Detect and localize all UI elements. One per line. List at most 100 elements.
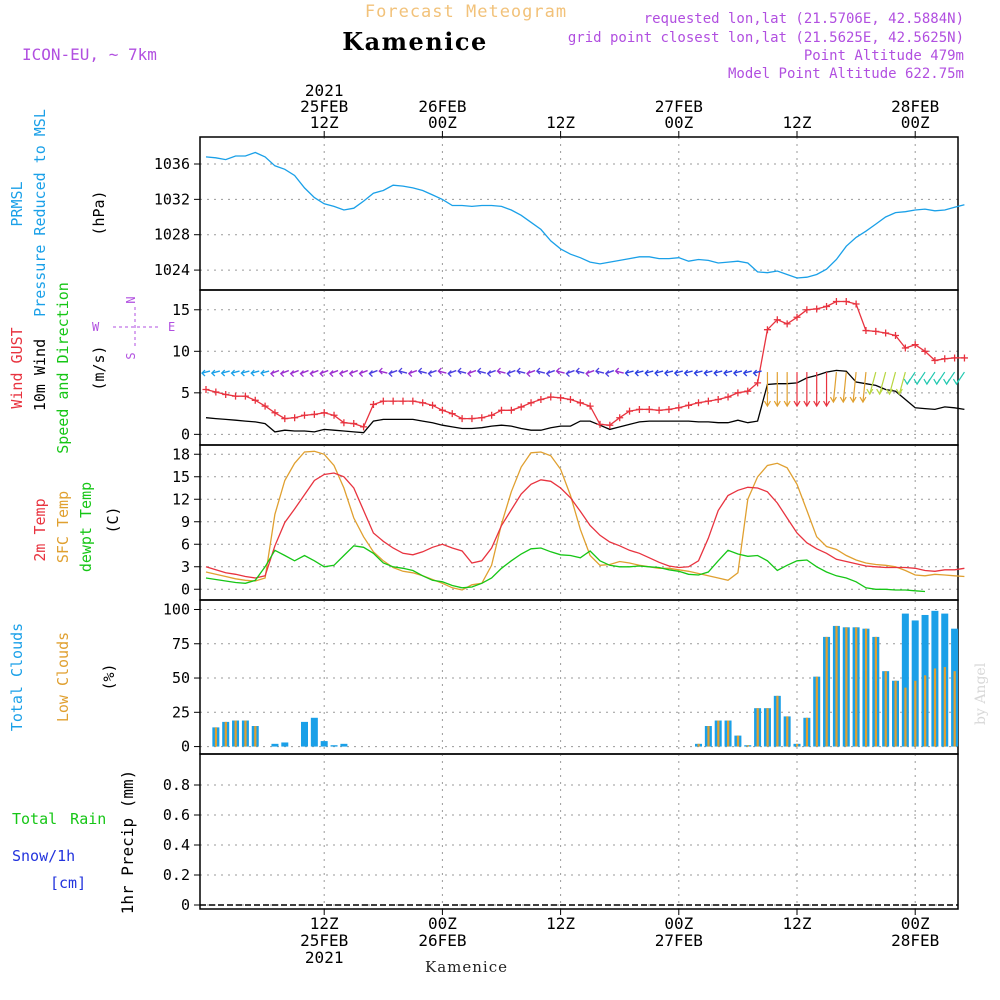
snow-units-label: [cm] xyxy=(50,874,86,892)
wind-arrow xyxy=(241,370,250,374)
y-tick-label: 18 xyxy=(172,445,190,463)
wind-arrow-head xyxy=(526,370,531,378)
wind-arrow-head xyxy=(783,400,791,408)
total-cloud-bar xyxy=(901,613,909,747)
low-cloud-bar xyxy=(756,708,759,747)
wind-arrow-head xyxy=(943,378,951,386)
gust-marker xyxy=(645,405,653,413)
precip-panel: 0 0.2 0.4 0.6 0.8 xyxy=(163,753,959,914)
total-rain-label: Total Rain xyxy=(12,810,106,828)
pressure-units: (hPa) xyxy=(90,190,108,235)
wind-arrow-head xyxy=(388,370,393,378)
gust-marker xyxy=(330,411,338,419)
pressure-panel: 1024 1028 1032 1036 xyxy=(154,136,959,291)
wind-arrow-head xyxy=(279,370,285,378)
gust-marker xyxy=(763,326,771,334)
y-tick-label: 1028 xyxy=(154,226,190,244)
y-tick-label: 0 xyxy=(181,580,190,598)
gust-marker xyxy=(921,347,929,355)
wind-arrow xyxy=(635,370,644,374)
requested-coords: requested lon,lat (21.5706E, 42.5884N) xyxy=(644,11,964,27)
gust-marker xyxy=(438,406,446,414)
precip-units: 1hr Precip (mm) xyxy=(118,770,137,915)
gust-marker xyxy=(793,313,801,321)
clouds-panel: 0 25 50 75 100 xyxy=(163,599,959,756)
gust-marker xyxy=(369,400,377,408)
gust-marker xyxy=(734,389,742,397)
wind-arrow-head xyxy=(885,388,894,396)
gust-marker xyxy=(517,403,525,411)
wind-arrow xyxy=(251,370,260,374)
wind-arrow-head xyxy=(210,369,216,377)
low-cloud-bar xyxy=(717,720,720,747)
wind-arrow-head xyxy=(545,370,551,378)
wind-arrow-head xyxy=(555,367,561,375)
wind-arrow-head xyxy=(763,400,771,408)
wind-arrow xyxy=(625,370,634,374)
wind-arrow-head xyxy=(467,370,472,378)
wind-panel: 0 5 10 15 xyxy=(172,289,959,446)
gust-marker xyxy=(931,356,939,364)
prmsl-line xyxy=(205,151,965,279)
wind-arrow xyxy=(753,370,762,374)
wind-compass: N W E S xyxy=(92,296,175,359)
wind-arrow-head xyxy=(338,370,344,378)
wind-arrow xyxy=(888,371,897,395)
low-cloud-bar xyxy=(746,745,749,747)
low-cloud-bar xyxy=(244,720,247,747)
bottom-time-label: 27FEB xyxy=(655,931,703,950)
wind-arrow xyxy=(674,370,683,374)
wind-arrow-head xyxy=(486,370,492,378)
bottom-time-label: 00Z xyxy=(901,914,930,933)
wind-arrow xyxy=(852,372,857,403)
y-tick-label: 0 xyxy=(181,738,190,756)
low-cloud-bar xyxy=(855,627,858,747)
gust-marker xyxy=(566,395,574,403)
wind-arrow xyxy=(536,370,546,374)
gust-marker xyxy=(892,332,899,340)
low-cloud-bar xyxy=(214,727,218,747)
gust-marker xyxy=(281,415,289,423)
gust-marker xyxy=(813,305,821,313)
y-tick-label: 1032 xyxy=(154,190,190,208)
wind-arrow-head xyxy=(220,369,226,377)
gust-marker xyxy=(389,397,397,405)
top-time-label: 27FEB xyxy=(655,97,703,116)
gust-marker xyxy=(823,302,831,310)
gust-marker xyxy=(478,414,486,422)
low-cloud-bar xyxy=(707,726,710,747)
bottom-time-label: 12Z xyxy=(546,914,575,933)
wind-arrow xyxy=(723,370,733,374)
low-cloud-bar xyxy=(894,680,897,747)
wind-arrow-head xyxy=(407,370,413,378)
gust-marker xyxy=(724,393,732,401)
gust-marker xyxy=(626,407,634,415)
wind-arrow xyxy=(684,370,693,374)
wind-arrow-head xyxy=(496,367,501,375)
snow-label: Snow/1h xyxy=(12,847,75,865)
wind-units: (m/s) xyxy=(90,345,108,390)
gust-marker xyxy=(596,420,604,428)
wind-arrow-head xyxy=(923,378,931,386)
wind-arrow-head xyxy=(398,367,403,375)
wind-arrow xyxy=(379,370,388,374)
wind-arrow-head xyxy=(476,367,482,375)
wind-arrow xyxy=(497,370,506,374)
wind-arrow-head xyxy=(895,388,903,396)
wind-arrow-head xyxy=(732,369,738,377)
wind-arrow xyxy=(898,371,906,395)
bottom-time-label: 12Z xyxy=(783,914,812,933)
wind-arrow xyxy=(879,371,887,395)
low-cloud-bar xyxy=(736,735,740,747)
top-time-label: 26FEB xyxy=(418,97,466,116)
wind-arrow-head xyxy=(368,370,373,378)
y-tick-label: 10 xyxy=(172,342,190,360)
compass-e: E xyxy=(168,320,175,334)
wind-arrow xyxy=(556,370,565,374)
wind-arrow xyxy=(260,370,270,374)
gust-marker xyxy=(350,420,358,428)
wind-arrow xyxy=(211,370,221,374)
gust-marker xyxy=(901,344,909,352)
total-cloud-bar xyxy=(340,743,348,747)
wind-arrow-head xyxy=(358,370,364,378)
